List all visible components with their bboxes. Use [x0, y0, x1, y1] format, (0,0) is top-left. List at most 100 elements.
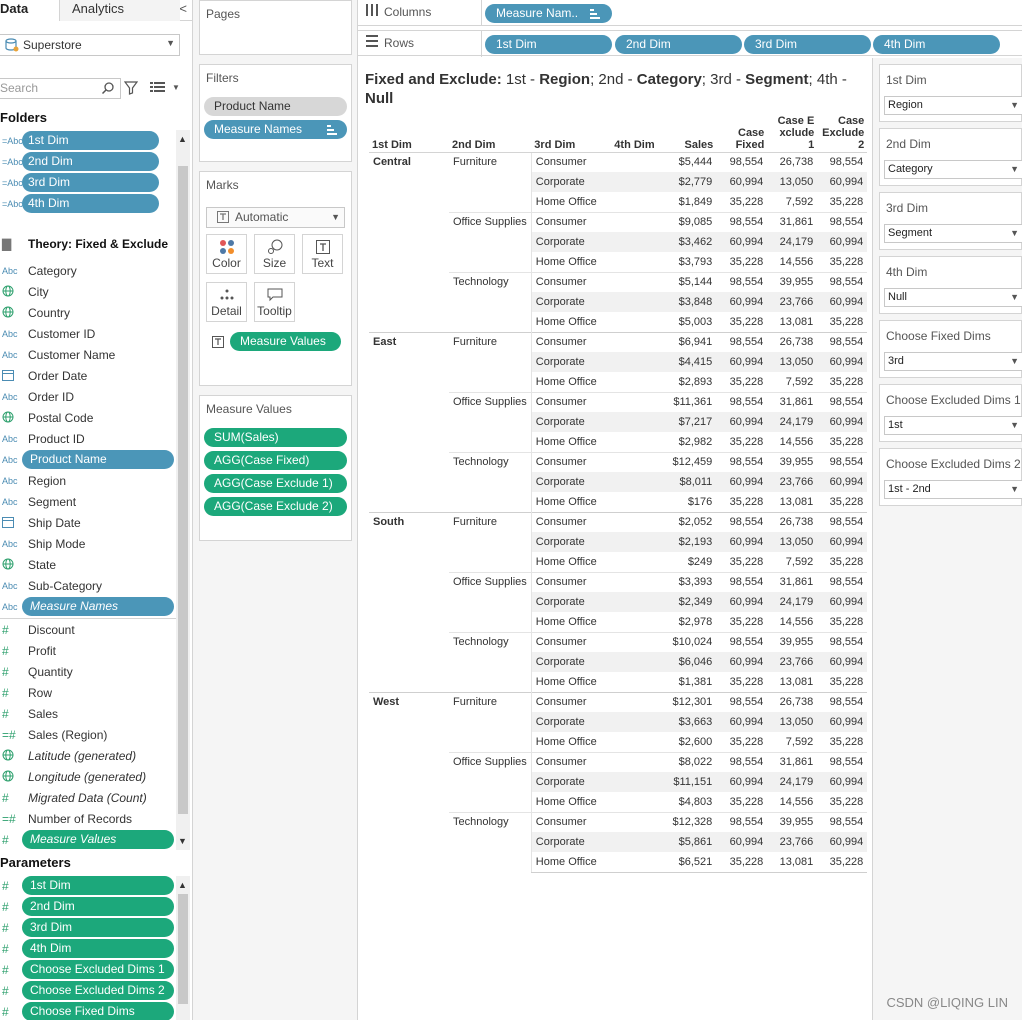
cell-case-fixed[interactable]: 35,228 [716, 852, 768, 873]
row-header-category[interactable]: Furniture [449, 511, 532, 572]
detail-button[interactable]: Detail [206, 282, 247, 322]
cell-case-exclude-1[interactable]: 13,050 [767, 532, 818, 552]
scroll-down-icon[interactable]: ▼ [178, 836, 187, 846]
cell-sales[interactable]: $5,003 [678, 315, 713, 328]
cell-sales[interactable]: $12,301 [666, 691, 717, 712]
cell-case-exclude-2[interactable]: 60,994 [817, 232, 868, 252]
measure-sales[interactable]: # Sales [0, 703, 176, 724]
parameter-1st-dim[interactable]: #1st Dim [0, 875, 176, 896]
cell-case-exclude-1[interactable]: 7,592 [785, 735, 814, 748]
cell-case-exclude-2[interactable]: 35,228 [829, 315, 864, 328]
parameter-2nd-dim[interactable]: #2nd Dim [0, 896, 176, 917]
filter-pill-product-name[interactable]: Product Name [204, 97, 347, 116]
row-header-segment[interactable]: Home Office [530, 372, 612, 392]
scroll-up-icon[interactable]: ▲ [178, 134, 187, 144]
cell-case-exclude-2[interactable]: 35,228 [829, 735, 864, 748]
cell-case-fixed[interactable]: 60,994 [716, 532, 768, 552]
rows-pill-2nd-dim[interactable]: 2nd Dim [615, 35, 742, 54]
cell-case-fixed[interactable]: 98,554 [729, 156, 764, 169]
cell-case-exclude-1[interactable]: 13,050 [767, 352, 818, 372]
header-sales[interactable]: Sales [666, 112, 717, 153]
parameter-select[interactable]: 1st ▼ [884, 416, 1022, 435]
cell-case-fixed[interactable]: 98,554 [716, 211, 768, 232]
row-header-region[interactable]: East [369, 331, 449, 512]
cell-case-exclude-2[interactable]: 60,994 [817, 412, 868, 432]
cell-sales[interactable]: $5,861 [666, 832, 717, 852]
cell-case-fixed[interactable]: 98,554 [716, 691, 768, 712]
dimension-product-id[interactable]: Abc Product ID [0, 428, 176, 449]
cell-case-fixed[interactable]: 60,994 [716, 172, 768, 192]
collapse-pane-icon[interactable]: < [179, 1, 187, 16]
dimension-sub-category[interactable]: Abc Sub-Category [0, 575, 176, 596]
dimension-city[interactable]: City [0, 281, 176, 302]
folder-field-3rd-dim[interactable]: =Abc 3rd Dim [0, 172, 176, 193]
row-header-segment[interactable]: Corporate [530, 592, 612, 612]
cell-sales[interactable]: $6,046 [666, 652, 717, 672]
cell-case-fixed[interactable]: 98,554 [716, 631, 768, 652]
parameter-select[interactable]: Category ▼ [884, 160, 1022, 179]
cell-sales[interactable]: $3,793 [678, 255, 713, 268]
cell-case-exclude-2[interactable]: 60,994 [817, 592, 868, 612]
cell-case-exclude-2[interactable]: 98,554 [829, 156, 864, 169]
row-header-category[interactable]: Technology [449, 271, 532, 332]
row-header-segment[interactable]: Consumer [530, 391, 612, 412]
cell-case-fixed[interactable]: 98,554 [716, 811, 768, 832]
cell-case-exclude-1[interactable]: 7,592 [785, 375, 814, 388]
cell-sales[interactable]: $2,893 [678, 375, 713, 388]
row-header-segment[interactable]: Home Office [530, 432, 612, 452]
measure-row[interactable]: # Row [0, 682, 176, 703]
cell-case-exclude-1[interactable]: 31,861 [767, 571, 818, 592]
pages-card[interactable]: Pages [199, 0, 352, 55]
row-header-segment[interactable]: Home Office [530, 852, 612, 873]
filter-pill-measure-names[interactable]: Measure Names [204, 120, 347, 139]
cell-case-exclude-1[interactable]: 31,861 [767, 751, 818, 772]
cell-case-exclude-1[interactable]: 14,556 [779, 255, 814, 268]
row-header-segment[interactable]: Corporate [530, 712, 612, 732]
cell-sales[interactable]: $3,848 [666, 292, 717, 312]
cell-case-exclude-2[interactable]: 98,554 [817, 631, 868, 652]
cell-case-exclude-1[interactable]: 13,050 [767, 712, 818, 732]
row-header-segment[interactable]: Corporate [530, 472, 612, 492]
cell-case-fixed[interactable]: 98,554 [716, 271, 768, 292]
cell-case-exclude-1[interactable]: 14,556 [779, 615, 814, 628]
cell-case-exclude-2[interactable]: 98,554 [817, 511, 868, 532]
cell-case-fixed[interactable]: 35,228 [729, 795, 764, 808]
cell-sales[interactable]: $11,151 [666, 772, 717, 792]
cell-sales[interactable]: $2,600 [678, 735, 713, 748]
cell-case-fixed[interactable]: 98,554 [716, 511, 768, 532]
cell-case-exclude-2[interactable]: 35,228 [829, 195, 864, 208]
row-header-segment[interactable]: Home Office [530, 672, 612, 692]
cell-case-exclude-2[interactable]: 98,554 [817, 391, 868, 412]
cell-sales[interactable]: $1,849 [678, 195, 713, 208]
row-header-category[interactable]: Furniture [449, 691, 532, 752]
cell-case-exclude-2[interactable]: 35,228 [829, 375, 864, 388]
row-header-category[interactable]: Furniture [453, 155, 498, 168]
header-4th-dim[interactable]: 4th Dim [611, 112, 667, 153]
measure-migrated-data-count[interactable]: # Migrated Data (Count) [0, 787, 176, 808]
cell-case-exclude-2[interactable]: 60,994 [817, 772, 868, 792]
cell-case-exclude-2[interactable]: 60,994 [817, 292, 868, 312]
row-header-segment[interactable]: Consumer [530, 751, 612, 772]
cell-sales[interactable]: $4,415 [666, 352, 717, 372]
cell-case-exclude-2[interactable]: 98,554 [817, 691, 868, 712]
dimension-order-id[interactable]: Abc Order ID [0, 386, 176, 407]
cell-case-exclude-2[interactable]: 60,994 [817, 832, 868, 852]
cell-case-exclude-2[interactable]: 98,554 [817, 451, 868, 472]
cell-case-exclude-1[interactable]: 26,738 [767, 331, 818, 352]
cell-sales[interactable]: $9,085 [666, 211, 717, 232]
cell-case-exclude-1[interactable]: 26,738 [779, 156, 814, 169]
rows-pill-4th-dim[interactable]: 4th Dim [873, 35, 1000, 54]
cell-sales[interactable]: $8,022 [666, 751, 717, 772]
cell-sales[interactable]: $2,052 [666, 511, 717, 532]
cell-case-fixed[interactable]: 60,994 [716, 472, 768, 492]
dimension-product-name[interactable]: Abc Product Name [0, 449, 176, 470]
cell-case-exclude-1[interactable]: 13,081 [779, 675, 814, 688]
row-header-segment[interactable]: Corporate [530, 652, 612, 672]
row-header-segment[interactable]: Corporate [530, 172, 612, 192]
chevron-down-icon[interactable]: ▼ [166, 38, 175, 48]
cell-case-fixed[interactable]: 60,994 [716, 712, 768, 732]
cell-case-fixed[interactable]: 60,994 [716, 772, 768, 792]
cell-sales[interactable]: $1,381 [678, 675, 713, 688]
cell-case-exclude-1[interactable]: 39,955 [767, 271, 818, 292]
cell-sales[interactable]: $11,361 [666, 391, 717, 412]
